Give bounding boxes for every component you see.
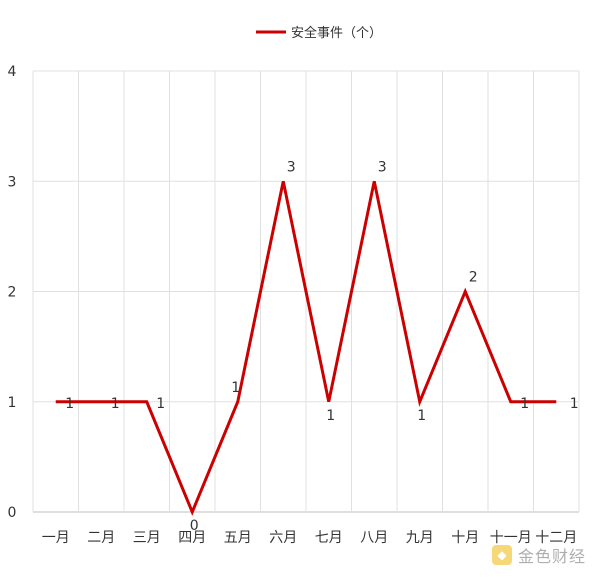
- x-tick-label: 八月: [360, 530, 388, 546]
- data-label: 1: [111, 396, 120, 412]
- series-line: [55, 180, 557, 516]
- watermark-logo-icon: ◆: [491, 545, 512, 565]
- x-tick-label: 三月: [133, 530, 161, 546]
- data-labels: 1 1 1 0 1 3 1 3 1 2 1 1: [65, 159, 578, 534]
- watermark: ◆ 金色财经: [491, 543, 586, 567]
- x-tick-label: 十二月: [535, 530, 577, 546]
- data-label: 1: [520, 396, 529, 412]
- y-tick-label: 0: [8, 505, 17, 521]
- series-layer: [55, 180, 557, 516]
- legend-label: 安全事件（个）: [291, 25, 382, 41]
- x-tick-label: 十月: [451, 530, 479, 546]
- x-tick-label: 十一月: [490, 530, 532, 546]
- data-label: 2: [469, 270, 478, 286]
- x-tick-label: 七月: [315, 530, 343, 546]
- x-tick-label: 一月: [42, 530, 70, 546]
- x-tick-label: 六月: [269, 530, 297, 546]
- data-label: 0: [190, 518, 199, 534]
- watermark-text: 金色财经: [517, 547, 586, 566]
- x-tick-label: 二月: [87, 530, 115, 546]
- x-tick-label: 五月: [224, 530, 252, 546]
- data-label: 1: [326, 408, 335, 424]
- legend: 安全事件（个）: [256, 25, 382, 41]
- x-tick-label: 四月: [178, 530, 206, 546]
- data-label: 3: [378, 159, 387, 175]
- x-tick-label: 九月: [406, 530, 434, 546]
- y-tick-label: 4: [8, 64, 17, 80]
- data-label: 1: [156, 396, 165, 412]
- y-tick-label: 3: [8, 174, 17, 190]
- y-tick-label: 2: [8, 285, 17, 301]
- data-label: 3: [287, 159, 296, 175]
- y-tick-label: 1: [8, 395, 17, 411]
- data-label: 1: [65, 396, 74, 412]
- data-label: 1: [417, 408, 426, 424]
- data-label: 1: [231, 380, 240, 396]
- axes: 0 1 2 3 4 一月 二月 三月 四月 五月 六月 七月 八月 九月 十月 十一月 十二月: [8, 64, 578, 546]
- data-label: 1: [570, 396, 579, 412]
